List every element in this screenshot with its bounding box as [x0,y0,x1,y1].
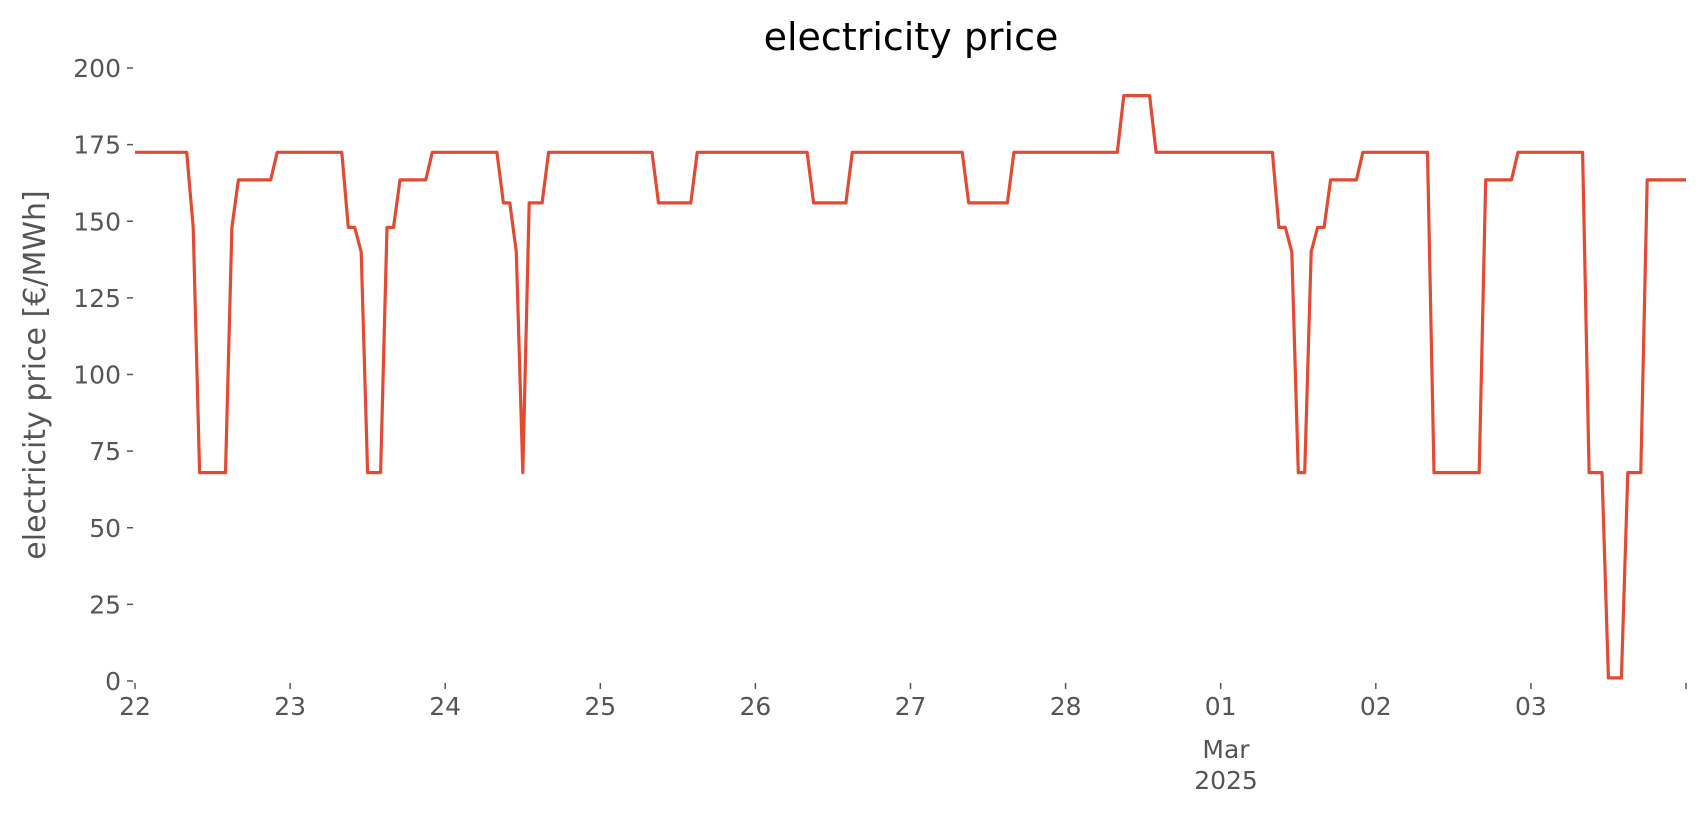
x-axis: 22 23 24 25 26 27 28 01 02 03 [119,683,1687,721]
y-tick-label: 75 [89,437,121,466]
y-axis-title: electricity price [€/MWh] [18,190,53,559]
y-tick-label: 0 [105,667,121,696]
x-tick-label: 27 [895,692,927,721]
x-tick-label: 22 [119,692,151,721]
y-tick-label: 125 [73,284,121,313]
x-tick-label: 03 [1515,692,1547,721]
y-tick-label: 150 [73,207,121,236]
x-tick-label: 02 [1360,692,1392,721]
series-layer [135,93,1686,680]
x-axis-year-label: 2025 [1194,766,1258,795]
y-tick-label: 200 [73,54,121,83]
chart-title: electricity price [764,15,1059,59]
y-tick-label: 100 [73,361,121,390]
x-tick-label: 25 [584,692,616,721]
y-tick-label: 175 [73,131,121,160]
y-tick-label: 25 [89,590,121,619]
x-tick-label: 01 [1205,692,1237,721]
x-tick-label: 28 [1050,692,1082,721]
x-tick-label: 26 [739,692,771,721]
x-tick-label: 23 [274,692,306,721]
x-axis-month-label: Mar [1202,735,1250,764]
x-tick-label: 24 [429,692,461,721]
y-axis: 0 25 50 75 100 125 150 175 200 [73,54,133,696]
series-line [135,93,1686,680]
y-tick-label: 50 [89,514,121,543]
